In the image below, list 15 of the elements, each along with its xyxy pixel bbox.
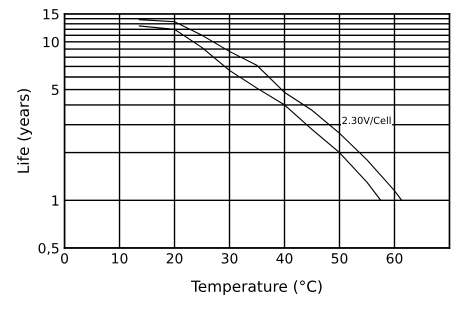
x-tick-label: 10 <box>112 253 128 264</box>
x-tick-label: 0 <box>61 253 68 264</box>
y-axis-title: Life (years) <box>17 89 32 173</box>
x-tick-label: 40 <box>276 253 292 264</box>
y-tick-label: 15 <box>44 9 58 20</box>
x-tick-label: 50 <box>332 253 348 264</box>
y-tick-label: 1 <box>52 195 58 206</box>
annotation: 2.30V/Cell <box>342 116 391 125</box>
x-tick-label: 20 <box>166 253 182 264</box>
x-tick-label: 30 <box>222 253 238 264</box>
x-axis-title: Temperature (°C) <box>191 280 322 295</box>
y-tick-label: 5 <box>52 84 58 96</box>
y-tick-label: 10 <box>44 36 59 48</box>
y-tick-label: 0,5 <box>38 242 58 255</box>
x-tick-label: 60 <box>386 253 402 264</box>
